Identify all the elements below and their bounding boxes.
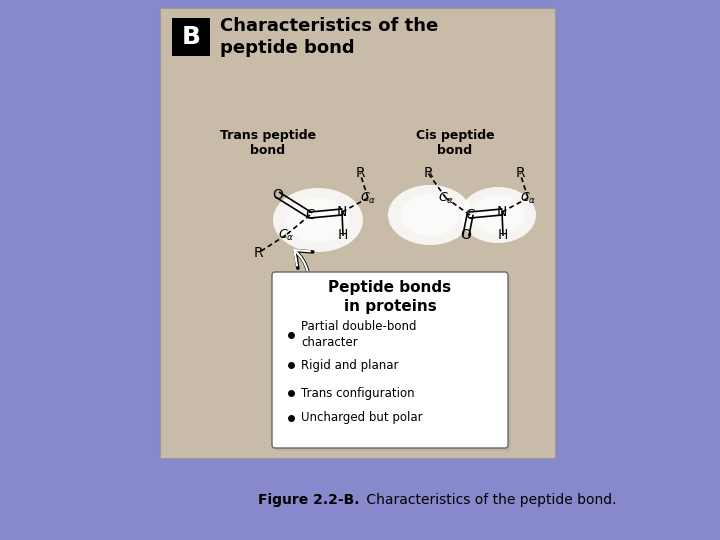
Text: Figure 2.2-B.: Figure 2.2-B. <box>258 493 360 507</box>
Text: Uncharged but polar: Uncharged but polar <box>301 411 423 424</box>
Ellipse shape <box>472 195 525 234</box>
Bar <box>160 8 555 458</box>
Ellipse shape <box>295 204 341 236</box>
Text: $C_\alpha$: $C_\alpha$ <box>278 227 294 242</box>
FancyArrowPatch shape <box>295 251 313 298</box>
Text: R: R <box>516 166 525 180</box>
Text: Characteristics of the peptide bond.: Characteristics of the peptide bond. <box>362 493 616 507</box>
Ellipse shape <box>409 200 451 230</box>
Text: H: H <box>498 228 508 242</box>
FancyBboxPatch shape <box>272 272 508 448</box>
Ellipse shape <box>460 187 536 243</box>
Text: Cis peptide
bond: Cis peptide bond <box>415 129 495 158</box>
Text: Characteristics of the
peptide bond: Characteristics of the peptide bond <box>220 17 438 57</box>
FancyBboxPatch shape <box>275 275 511 451</box>
FancyArrowPatch shape <box>294 250 310 298</box>
Text: $C_\alpha$: $C_\alpha$ <box>520 191 536 206</box>
Text: N: N <box>337 205 347 219</box>
Text: O: O <box>273 188 284 202</box>
Text: H: H <box>338 228 348 242</box>
Text: Peptide bonds
in proteins: Peptide bonds in proteins <box>328 280 451 314</box>
Text: $C_\alpha$: $C_\alpha$ <box>438 191 454 206</box>
Text: Trans configuration: Trans configuration <box>301 387 415 400</box>
Bar <box>172 18 210 56</box>
Ellipse shape <box>273 188 363 252</box>
Text: N: N <box>497 205 507 219</box>
Text: Trans peptide
bond: Trans peptide bond <box>220 129 316 158</box>
Text: R: R <box>253 246 263 260</box>
Ellipse shape <box>479 201 517 229</box>
Text: O: O <box>461 228 472 242</box>
Text: C: C <box>305 208 315 222</box>
Ellipse shape <box>400 194 459 236</box>
Text: R: R <box>423 166 433 180</box>
Ellipse shape <box>388 185 472 245</box>
Text: $C_\alpha$: $C_\alpha$ <box>360 191 376 206</box>
Text: B: B <box>181 25 200 49</box>
Text: R: R <box>355 166 365 180</box>
Text: Partial double-bond
character: Partial double-bond character <box>301 321 416 349</box>
Text: Rigid and planar: Rigid and planar <box>301 359 398 372</box>
Ellipse shape <box>287 198 349 242</box>
Text: C: C <box>465 208 475 222</box>
